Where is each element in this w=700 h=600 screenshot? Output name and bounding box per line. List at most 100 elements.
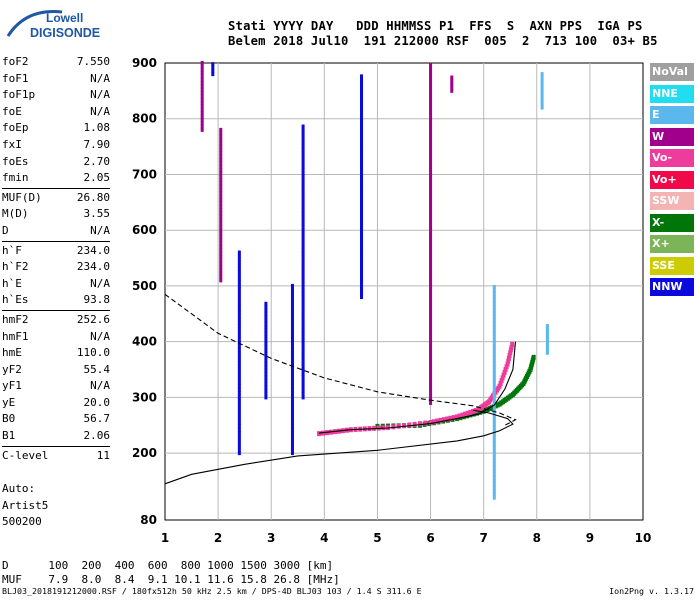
- param-row: foF1p N/A: [2, 87, 110, 104]
- x-tick-label: 4: [320, 531, 328, 545]
- data-point-vo-: [435, 418, 440, 424]
- data-point-w: [200, 84, 204, 89]
- data-point-nnw: [301, 258, 305, 263]
- data-point-vo-: [471, 408, 476, 414]
- data-point-e: [540, 105, 544, 110]
- data-point-w: [429, 126, 433, 131]
- data-point-nnw: [237, 250, 241, 255]
- data-point-nnw: [237, 451, 241, 456]
- data-point-nnw: [237, 417, 241, 422]
- param-value: 252.6: [76, 312, 110, 326]
- data-point-vo-: [502, 369, 507, 375]
- data-point-w: [219, 228, 223, 233]
- data-point-nnw: [301, 194, 305, 199]
- data-point-nnw: [360, 101, 364, 106]
- data-point-w: [219, 127, 223, 132]
- data-point-w: [429, 207, 433, 212]
- data-point-vo-: [451, 415, 456, 421]
- param-value: 1.08: [83, 121, 111, 135]
- data-point-e: [492, 492, 496, 497]
- data-point-w: [219, 248, 223, 253]
- data-point-e: [492, 395, 496, 400]
- data-point-w: [219, 211, 223, 216]
- legend-item-x-: X-: [650, 213, 694, 232]
- data-point-w: [429, 280, 433, 285]
- data-point-nnw: [237, 421, 241, 426]
- data-point-w: [200, 117, 204, 122]
- data-point-nnw: [264, 355, 268, 360]
- data-point-vo-: [407, 422, 412, 428]
- data-point-nnw: [301, 248, 305, 253]
- data-point-nnw: [237, 354, 241, 359]
- data-point-vo-: [402, 423, 406, 429]
- data-point-nnw: [290, 350, 294, 355]
- data-point-e: [492, 315, 496, 320]
- data-point-w: [429, 223, 433, 228]
- data-point-nnw: [290, 404, 294, 409]
- data-point-w: [429, 260, 433, 265]
- data-point-w: [429, 327, 433, 332]
- data-point-w: [219, 198, 223, 203]
- data-point-w: [429, 340, 433, 345]
- data-point-x-: [478, 409, 483, 415]
- data-point-w: [219, 178, 223, 183]
- data-point-nnw: [290, 434, 294, 439]
- param-value: N/A: [90, 71, 110, 85]
- data-point-nnw: [237, 334, 241, 339]
- data-point-nnw: [301, 131, 305, 136]
- param-divider: [2, 445, 110, 447]
- data-point-e: [492, 311, 496, 316]
- data-point-w: [219, 261, 223, 266]
- data-point-w: [429, 360, 433, 365]
- data-point-nnw: [360, 288, 364, 293]
- data-point-w: [429, 263, 433, 268]
- data-point-nnw: [237, 337, 241, 342]
- data-point-w: [429, 297, 433, 302]
- data-point-nnw: [360, 204, 364, 209]
- data-point-nnw: [301, 291, 305, 296]
- data-point-nnw: [301, 368, 305, 373]
- param-row: hmE 110.0: [2, 345, 110, 362]
- data-point-nnw: [301, 198, 305, 203]
- data-point-w: [429, 334, 433, 339]
- param-row: fmin 2.05: [2, 170, 110, 187]
- data-point-vo-: [396, 423, 401, 429]
- data-point-e: [492, 495, 496, 500]
- legend-item-noval: NoVal: [650, 63, 694, 81]
- data-point-nnw: [237, 303, 241, 308]
- data-point-w: [219, 134, 223, 139]
- data-point-w: [200, 81, 204, 86]
- legend-item-ssw: SSW: [650, 192, 694, 210]
- logo-line2: DIGISONDE: [30, 26, 100, 40]
- data-point-e: [492, 325, 496, 330]
- data-point-e: [540, 95, 544, 100]
- data-point-w: [219, 214, 223, 219]
- data-point-nnw: [301, 218, 305, 223]
- data-point-nnw: [360, 104, 364, 109]
- data-point-w: [429, 93, 433, 98]
- data-point-nnw: [290, 451, 294, 456]
- station-header: Stati YYYY DAY DDD HHMMSS P1 FFS S AXN P…: [228, 19, 658, 49]
- data-point-nnw: [237, 273, 241, 278]
- data-point-nnw: [360, 137, 364, 142]
- data-point-nnw: [360, 181, 364, 186]
- data-point-e: [545, 344, 549, 349]
- param-row: yE 20.0: [2, 395, 110, 412]
- data-point-w: [200, 77, 204, 82]
- data-point-vo-: [417, 421, 422, 427]
- data-point-e: [492, 285, 496, 290]
- data-point-e: [492, 482, 496, 487]
- data-point-nnw: [360, 218, 364, 223]
- y-tick-label: 400: [132, 335, 157, 349]
- param-row: foEs 2.70: [2, 154, 110, 171]
- data-point-w: [429, 217, 433, 222]
- data-point-w: [429, 76, 433, 81]
- data-point-nnw: [290, 344, 294, 349]
- data-point-w: [219, 171, 223, 176]
- data-point-nnw: [264, 348, 268, 353]
- data-point-e: [492, 392, 496, 397]
- data-point-w: [219, 251, 223, 256]
- param-row: M(D) 3.55: [2, 206, 110, 223]
- auto-label: Auto:: [2, 482, 36, 495]
- param-value: 7.550: [76, 55, 110, 68]
